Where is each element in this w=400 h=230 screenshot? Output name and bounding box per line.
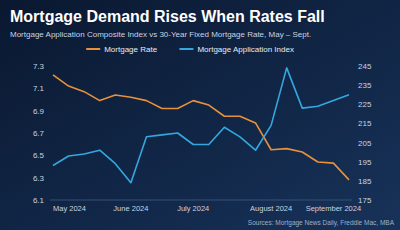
y2-tick-label: 215 <box>358 119 372 128</box>
plot-area <box>53 68 349 183</box>
y2-tick-label: 185 <box>358 177 372 186</box>
x-axis-line <box>50 200 352 201</box>
chart: Mortgage Demand Rises When Rates Fall Mor… <box>0 0 400 230</box>
y-tick-label: 7.1 <box>33 84 45 93</box>
x-tick-label: July 2024 <box>177 204 209 213</box>
legend-label: Mortgage Rate <box>104 45 157 54</box>
legend-swatch <box>86 48 100 50</box>
x-tick-label: June 2024 <box>113 204 148 213</box>
y-tick-label: 6.9 <box>33 107 45 116</box>
y-tick-label: 6.5 <box>33 151 45 160</box>
x-tick-label: September 2024 <box>306 204 361 213</box>
subtitle: Mortgage Application Composite Index vs … <box>10 30 311 39</box>
source: Sources: Mortgage News Daily, Freddie Ma… <box>248 219 395 227</box>
x-tick-label: May 2024 <box>53 204 86 213</box>
y-tick-label: 6.7 <box>33 129 45 138</box>
chart-container: Mortgage Demand Rises When Rates Fall Mor… <box>0 0 400 230</box>
y2-tick-label: 235 <box>358 81 372 90</box>
y-tick-label: 7.3 <box>33 62 45 71</box>
y2-tick-label: 245 <box>358 62 372 71</box>
background <box>0 0 400 230</box>
title: Mortgage Demand Rises When Rates Fall <box>10 8 325 25</box>
x-tick-label: August 2024 <box>250 204 292 213</box>
y2-tick-label: 205 <box>358 139 372 148</box>
y2-tick-label: 195 <box>358 158 372 167</box>
y-tick-label: 6.3 <box>33 174 45 183</box>
y2-tick-label: 225 <box>358 100 372 109</box>
legend-label: Mortgage Application Index <box>197 45 294 54</box>
legend-swatch <box>179 48 193 50</box>
series-line <box>53 68 349 183</box>
series-line <box>53 75 349 180</box>
y-tick-label: 6.1 <box>33 196 45 205</box>
